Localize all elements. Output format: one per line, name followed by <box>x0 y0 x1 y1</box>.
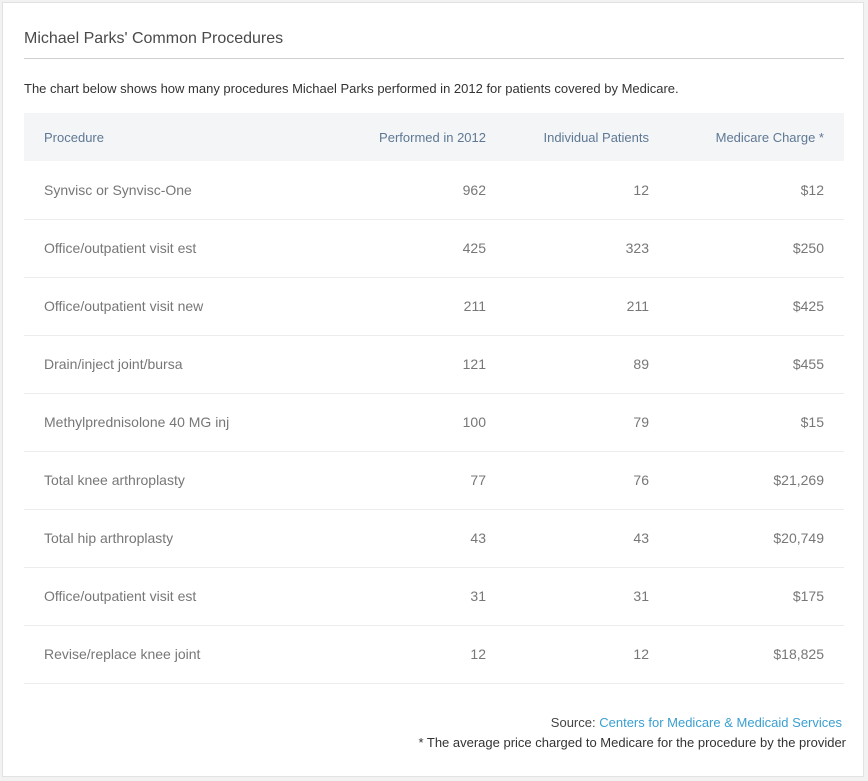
table-row: Methylprednisolone 40 MG inj 100 79 $15 <box>24 393 844 452</box>
table-cell: $15 <box>669 393 844 452</box>
table-row: Synvisc or Synvisc-One 962 12 $12 <box>24 161 844 220</box>
table-row: Drain/inject joint/bursa 121 89 $455 <box>24 335 844 394</box>
table-cell: 89 <box>506 335 669 394</box>
table-cell: $250 <box>669 219 844 278</box>
table-cell: 43 <box>506 509 669 568</box>
table-row: Office/outpatient visit est 425 323 $250 <box>24 219 844 278</box>
title: Michael Parks' Common Procedures <box>24 30 284 47</box>
table-cell: Total hip arthroplasty <box>24 509 330 568</box>
column-header: Procedure <box>44 129 104 145</box>
table-cell: $21,269 <box>669 451 844 510</box>
source-label: Source: <box>550 715 596 730</box>
table-cell: 43 <box>330 509 506 568</box>
table-cell: 962 <box>330 161 506 220</box>
table-cell: Revise/replace knee joint <box>24 625 330 684</box>
table-cell: 12 <box>506 625 669 684</box>
table-cell: 323 <box>506 219 669 278</box>
footnote: * The average price charged to Medicare … <box>418 735 846 750</box>
table-cell: $455 <box>669 335 844 394</box>
table-cell: 211 <box>330 277 506 336</box>
table-row: Revise/replace knee joint 12 12 $18,825 <box>24 625 844 684</box>
table-cell: Office/outpatient visit est <box>24 567 330 626</box>
column-header: Medicare Charge * <box>715 129 824 145</box>
table-cell: 121 <box>330 335 506 394</box>
description: The chart below shows how many procedure… <box>24 81 679 96</box>
column-header: Individual Patients <box>543 129 649 145</box>
column-header: Performed in 2012 <box>379 129 486 145</box>
table-cell: $18,825 <box>669 625 844 684</box>
table-cell: 100 <box>330 393 506 452</box>
divider <box>24 58 844 59</box>
source-link[interactable]: Centers for Medicare & Medicaid Services <box>599 715 842 730</box>
table-cell: Office/outpatient visit est <box>24 219 330 278</box>
table-cell: 31 <box>330 567 506 626</box>
source: Source: Centers for Medicare & Medicaid … <box>551 715 842 730</box>
table-cell: 31 <box>506 567 669 626</box>
table-cell: 12 <box>506 161 669 220</box>
table-cell: 211 <box>506 277 669 336</box>
table-cell: Total knee arthroplasty <box>24 451 330 510</box>
table-row: Total hip arthroplasty 43 43 $20,749 <box>24 509 844 568</box>
table-cell: $175 <box>669 567 844 626</box>
table-row: Office/outpatient visit est 31 31 $175 <box>24 567 844 626</box>
table-cell: 12 <box>330 625 506 684</box>
table-cell: $425 <box>669 277 844 336</box>
table-cell: Drain/inject joint/bursa <box>24 335 330 394</box>
table-cell: 79 <box>506 393 669 452</box>
table-cell: Synvisc or Synvisc-One <box>24 161 330 220</box>
table-cell: 425 <box>330 219 506 278</box>
header-row: Procedure Performed in 2012 Individual Pat… <box>24 113 844 161</box>
table-cell: Office/outpatient visit new <box>24 277 330 336</box>
table-cell: 76 <box>506 451 669 510</box>
procedures-table: Procedure Performed in 2012 Individual Pat… <box>24 113 844 684</box>
table-cell: $20,749 <box>669 509 844 568</box>
table-cell: Methylprednisolone 40 MG inj <box>24 393 330 452</box>
table-row: Total knee arthroplasty 77 76 $21,269 <box>24 451 844 510</box>
table-row: Office/outpatient visit new 211 211 $425 <box>24 277 844 336</box>
table-cell: $12 <box>669 161 844 220</box>
table-cell: 77 <box>330 451 506 510</box>
